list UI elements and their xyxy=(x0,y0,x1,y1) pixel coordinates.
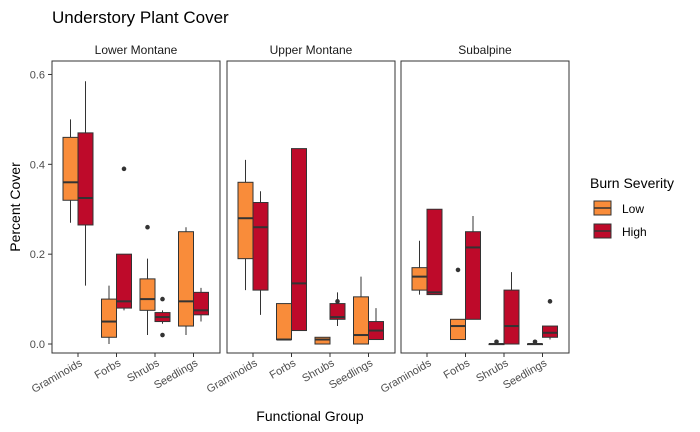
x-axis-title: Functional Group xyxy=(256,408,364,424)
box-low xyxy=(139,224,156,336)
legend-title: Burn Severity xyxy=(590,175,674,191)
box-iqr xyxy=(465,231,481,320)
chart-title: Understory Plant Cover xyxy=(52,8,229,27)
box-iqr xyxy=(193,291,209,316)
box-iqr xyxy=(426,208,443,296)
x-tick-label: Graminoids xyxy=(30,357,85,396)
box-iqr xyxy=(542,325,558,338)
box-iqr xyxy=(276,303,292,341)
outlier-point xyxy=(335,299,340,304)
legend-label-low: Low xyxy=(622,202,644,216)
box-high xyxy=(426,208,443,296)
outlier-point xyxy=(455,267,461,273)
box-iqr xyxy=(77,132,94,226)
box-low xyxy=(62,119,79,223)
box-high xyxy=(154,296,171,338)
box-iqr xyxy=(411,267,428,291)
box-iqr xyxy=(101,298,117,338)
panel-frame xyxy=(400,60,570,354)
outlier-point xyxy=(160,296,165,302)
box-iqr xyxy=(503,289,520,345)
outlier-point xyxy=(532,339,538,345)
box-iqr xyxy=(237,181,254,260)
x-tick-label: Graminoids xyxy=(205,357,260,396)
box-high xyxy=(252,191,269,315)
box-iqr xyxy=(450,318,466,341)
y-tick-label: 0.2 xyxy=(30,249,45,261)
strip-label: Subalpine xyxy=(458,43,512,57)
strip-label: Lower Montane xyxy=(95,43,178,57)
x-tick-label: Seedlings xyxy=(152,357,200,392)
box-iqr xyxy=(314,336,331,345)
box-high xyxy=(465,215,481,320)
y-tick-label: 0.0 xyxy=(30,339,45,351)
x-tick-label: Forbs xyxy=(442,357,473,382)
box-high xyxy=(368,308,384,341)
legend: Burn Severity Low High xyxy=(590,175,674,239)
outlier-point xyxy=(160,332,165,338)
box-low xyxy=(178,227,194,336)
box-low xyxy=(101,285,117,345)
x-tick-label: Graminoids xyxy=(379,357,434,396)
box-low xyxy=(488,339,505,346)
box-low xyxy=(353,276,369,345)
x-tick-label: Forbs xyxy=(268,357,299,382)
x-tick-label: Forbs xyxy=(93,357,124,382)
box-low xyxy=(411,240,428,295)
box-iqr xyxy=(62,136,79,201)
box-iqr xyxy=(252,202,269,291)
y-tick-label: 0.6 xyxy=(30,69,45,81)
box-high xyxy=(503,272,520,345)
box-iqr xyxy=(116,253,132,309)
box-high xyxy=(116,166,132,311)
box-high xyxy=(329,292,346,327)
x-tick-label: Seedlings xyxy=(501,357,549,392)
box-low xyxy=(314,336,331,345)
outlier-point xyxy=(547,299,553,304)
strip-label: Upper Montane xyxy=(270,43,353,57)
box-high xyxy=(291,148,307,332)
box-low xyxy=(276,303,292,341)
box-low xyxy=(450,267,466,341)
box-iqr xyxy=(178,231,194,327)
outlier-point xyxy=(494,339,499,345)
box-iqr xyxy=(139,278,156,311)
box-iqr xyxy=(353,296,369,345)
box-high xyxy=(542,299,558,340)
outlier-point xyxy=(121,166,127,172)
box-high xyxy=(193,287,209,322)
box-high xyxy=(77,81,94,286)
x-tick-label: Seedlings xyxy=(327,357,375,392)
y-axis-title: Percent Cover xyxy=(7,162,23,252)
y-axis: 0.0 0.2 0.4 0.6 xyxy=(30,69,52,351)
legend-label-high: High xyxy=(622,225,647,239)
outlier-point xyxy=(145,224,150,230)
y-tick-label: 0.4 xyxy=(30,159,45,171)
box-low xyxy=(527,339,543,346)
box-iqr xyxy=(291,148,307,332)
